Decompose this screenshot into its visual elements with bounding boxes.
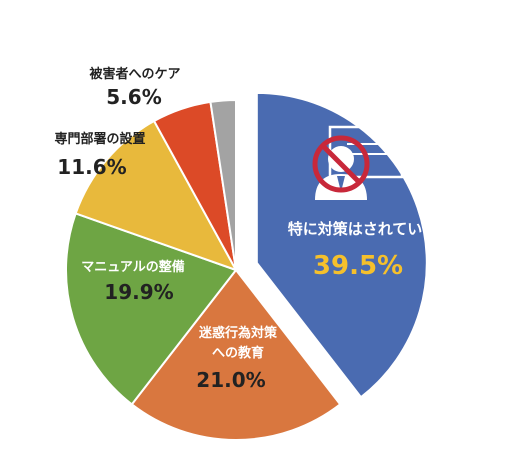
slice-label-dedicated-dept: 専門部署の設置: [54, 131, 145, 147]
pie-slices: [65, 91, 428, 441]
slice-value-education: 21.0%: [196, 368, 265, 392]
slice-no-measures: [255, 91, 428, 399]
slice-value-victim-care: 5.6%: [106, 85, 161, 109]
slice-education: [130, 268, 342, 441]
slice-value-manual: 19.9%: [104, 280, 173, 304]
slice-value-dedicated-dept: 11.6%: [57, 155, 126, 179]
slice-label-education-line1: 迷惑行為対策: [198, 325, 278, 341]
slice-value-no-measures: 39.5%: [313, 251, 403, 281]
no-harassment-icon: [312, 125, 404, 200]
slice-label-education-line2: への教育: [212, 345, 264, 361]
slice-other: [209, 98, 237, 271]
slice-label-manual: マニュアルの整備: [81, 259, 185, 275]
slice-manual: [65, 212, 238, 406]
slice-label-no-measures: 特に対策はされていない: [288, 220, 453, 238]
slice-dedicated-dept: [74, 119, 239, 272]
slice-label-victim-care: 被害者へのケア: [88, 66, 180, 82]
